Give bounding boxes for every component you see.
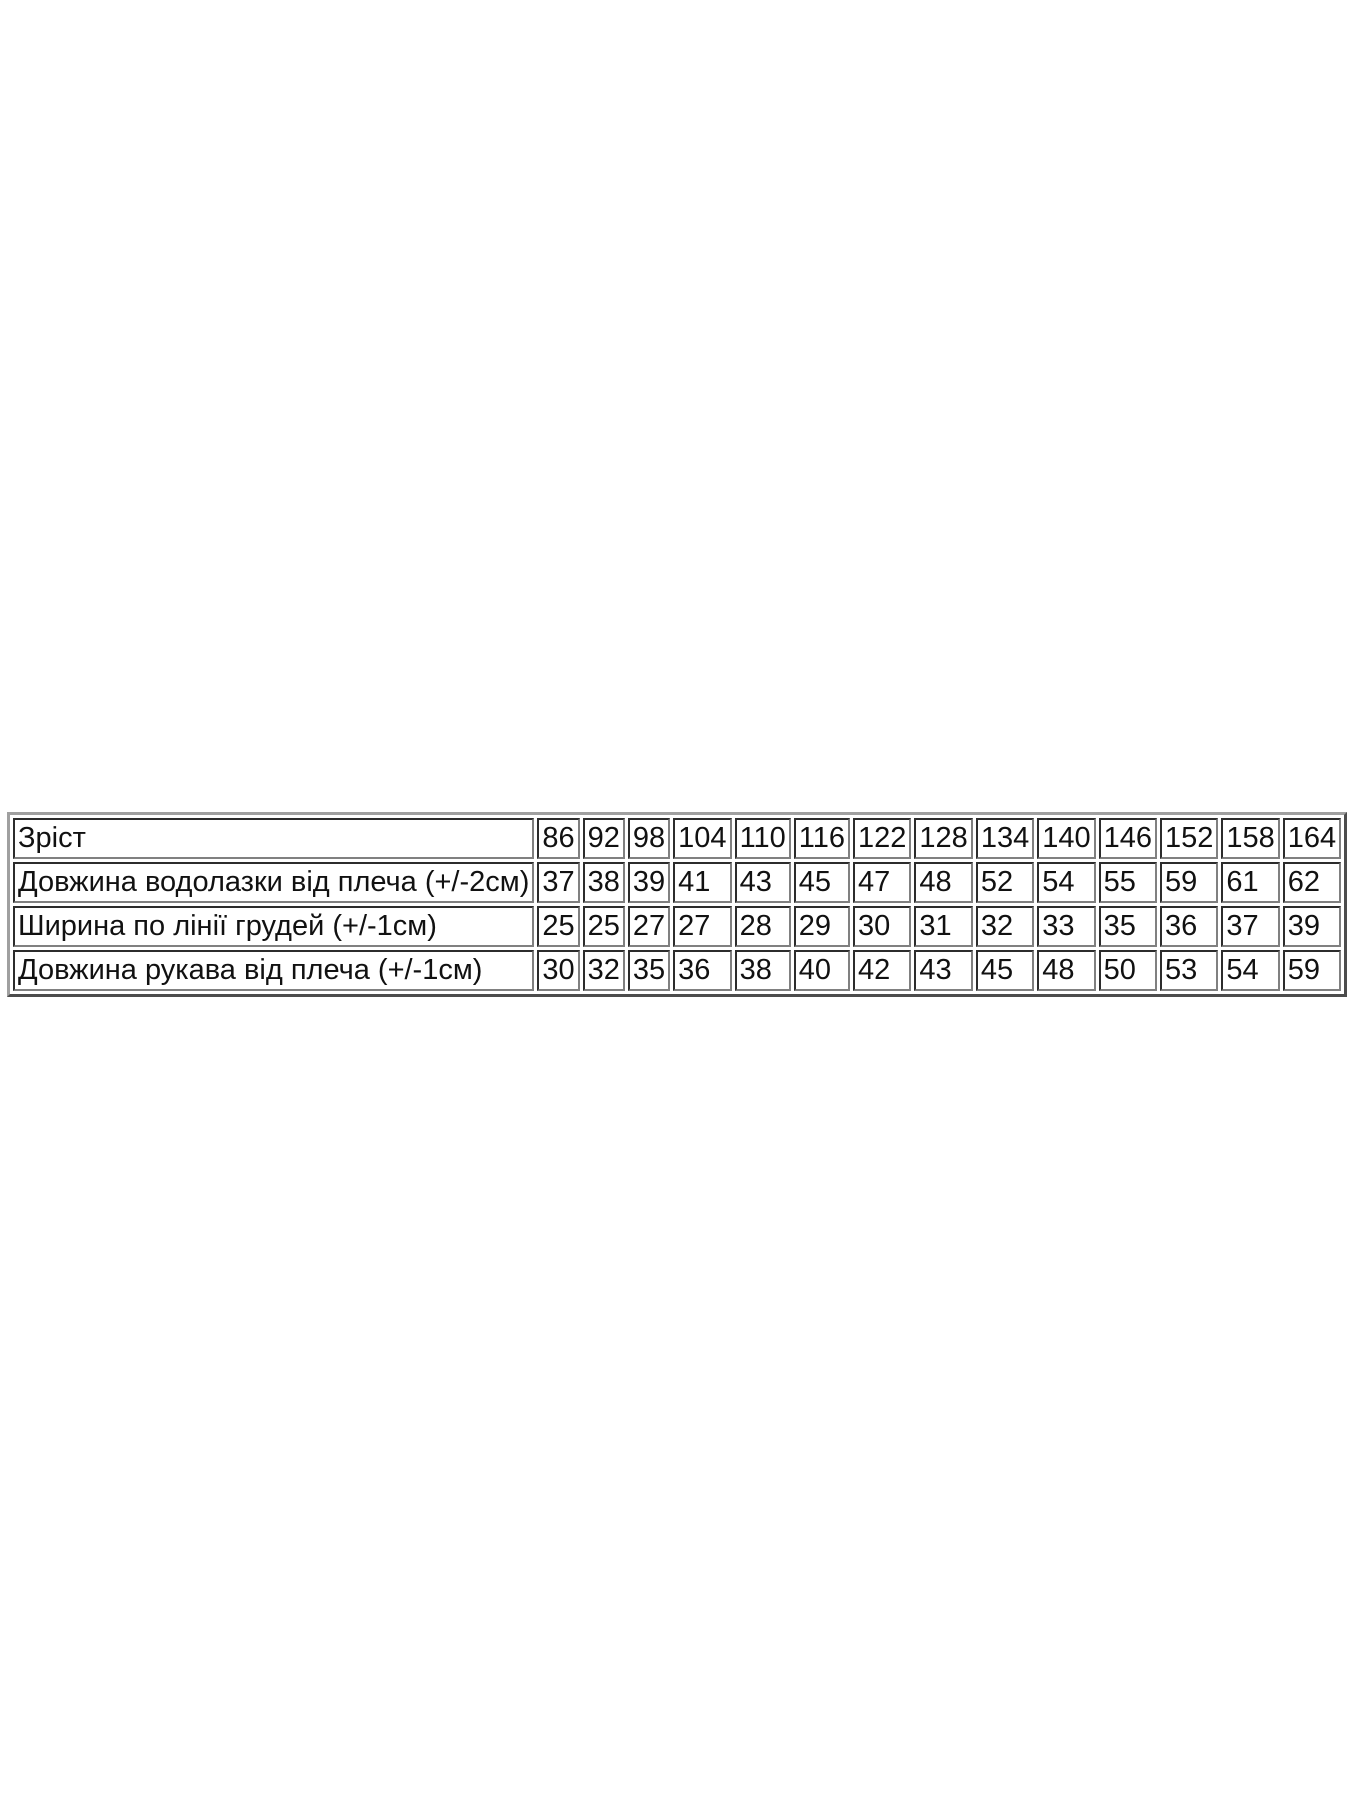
table-cell: 48 bbox=[1037, 950, 1096, 991]
table-cell: 35 bbox=[1098, 906, 1157, 947]
table-cell: 53 bbox=[1159, 950, 1219, 991]
table-cell: 152 bbox=[1159, 818, 1219, 859]
table-cell: 55 bbox=[1098, 862, 1157, 903]
row-chest-width: Ширина по лінії грудей (+/-1см) 25 25 27 27 2… bbox=[13, 906, 1342, 947]
table-cell: 104 bbox=[673, 818, 732, 859]
row-turtleneck-length: Довжина водолазки від плеча (+/-2см) 37 38… bbox=[13, 862, 1342, 903]
table-cell: 33 bbox=[1037, 906, 1096, 947]
row-label: Ширина по лінії грудей (+/-1см) bbox=[13, 906, 535, 947]
table-cell: 39 bbox=[1282, 906, 1342, 947]
table-cell: 42 bbox=[853, 950, 912, 991]
table-cell: 36 bbox=[1159, 906, 1219, 947]
table-cell: 128 bbox=[914, 818, 973, 859]
size-chart-body: Зріст 86 92 98 104 110 116 122 128 134 140 146 152 15… bbox=[13, 818, 1342, 991]
table-cell: 146 bbox=[1098, 818, 1157, 859]
table-cell: 54 bbox=[1037, 862, 1096, 903]
table-cell: 92 bbox=[582, 818, 625, 859]
table-cell: 43 bbox=[734, 862, 791, 903]
table-cell: 54 bbox=[1221, 950, 1280, 991]
table-cell: 37 bbox=[537, 862, 580, 903]
table-cell: 27 bbox=[673, 906, 732, 947]
table-cell: 28 bbox=[734, 906, 791, 947]
row-label: Зріст bbox=[13, 818, 535, 859]
table-cell: 59 bbox=[1282, 950, 1342, 991]
table-cell: 45 bbox=[793, 862, 851, 903]
table-cell: 59 bbox=[1159, 862, 1219, 903]
table-cell: 164 bbox=[1282, 818, 1342, 859]
table-cell: 50 bbox=[1098, 950, 1157, 991]
table-cell: 35 bbox=[627, 950, 671, 991]
table-cell: 27 bbox=[627, 906, 671, 947]
table-cell: 140 bbox=[1037, 818, 1096, 859]
table-cell: 40 bbox=[793, 950, 851, 991]
table-cell: 122 bbox=[853, 818, 912, 859]
table-cell: 31 bbox=[914, 906, 973, 947]
table-cell: 116 bbox=[793, 818, 851, 859]
table-cell: 25 bbox=[582, 906, 625, 947]
row-sleeve-length: Довжина рукава від плеча (+/-1см) 30 32 35 3… bbox=[13, 950, 1342, 991]
table-cell: 32 bbox=[582, 950, 625, 991]
table-cell: 32 bbox=[975, 906, 1035, 947]
table-cell: 39 bbox=[627, 862, 671, 903]
row-label: Довжина водолазки від плеча (+/-2см) bbox=[13, 862, 535, 903]
table-cell: 30 bbox=[537, 950, 580, 991]
table-cell: 30 bbox=[853, 906, 912, 947]
row-label: Довжина рукава від плеча (+/-1см) bbox=[13, 950, 535, 991]
table-cell: 47 bbox=[853, 862, 912, 903]
table-cell: 110 bbox=[734, 818, 791, 859]
table-cell: 45 bbox=[975, 950, 1035, 991]
row-height: Зріст 86 92 98 104 110 116 122 128 134 140 146 152 15… bbox=[13, 818, 1342, 859]
table-cell: 29 bbox=[793, 906, 851, 947]
table-cell: 48 bbox=[914, 862, 973, 903]
table-cell: 38 bbox=[582, 862, 625, 903]
table-cell: 41 bbox=[673, 862, 732, 903]
table-cell: 52 bbox=[975, 862, 1035, 903]
table-cell: 43 bbox=[914, 950, 973, 991]
table-cell: 158 bbox=[1221, 818, 1280, 859]
table-cell: 36 bbox=[673, 950, 732, 991]
table-cell: 98 bbox=[627, 818, 671, 859]
table-cell: 62 bbox=[1282, 862, 1342, 903]
table-cell: 37 bbox=[1221, 906, 1280, 947]
table-cell: 25 bbox=[537, 906, 580, 947]
table-cell: 134 bbox=[975, 818, 1035, 859]
table-cell: 61 bbox=[1221, 862, 1280, 903]
table-cell: 38 bbox=[734, 950, 791, 991]
table-cell: 86 bbox=[537, 818, 580, 859]
size-chart-table: Зріст 86 92 98 104 110 116 122 128 134 140 146 152 15… bbox=[7, 812, 1348, 997]
